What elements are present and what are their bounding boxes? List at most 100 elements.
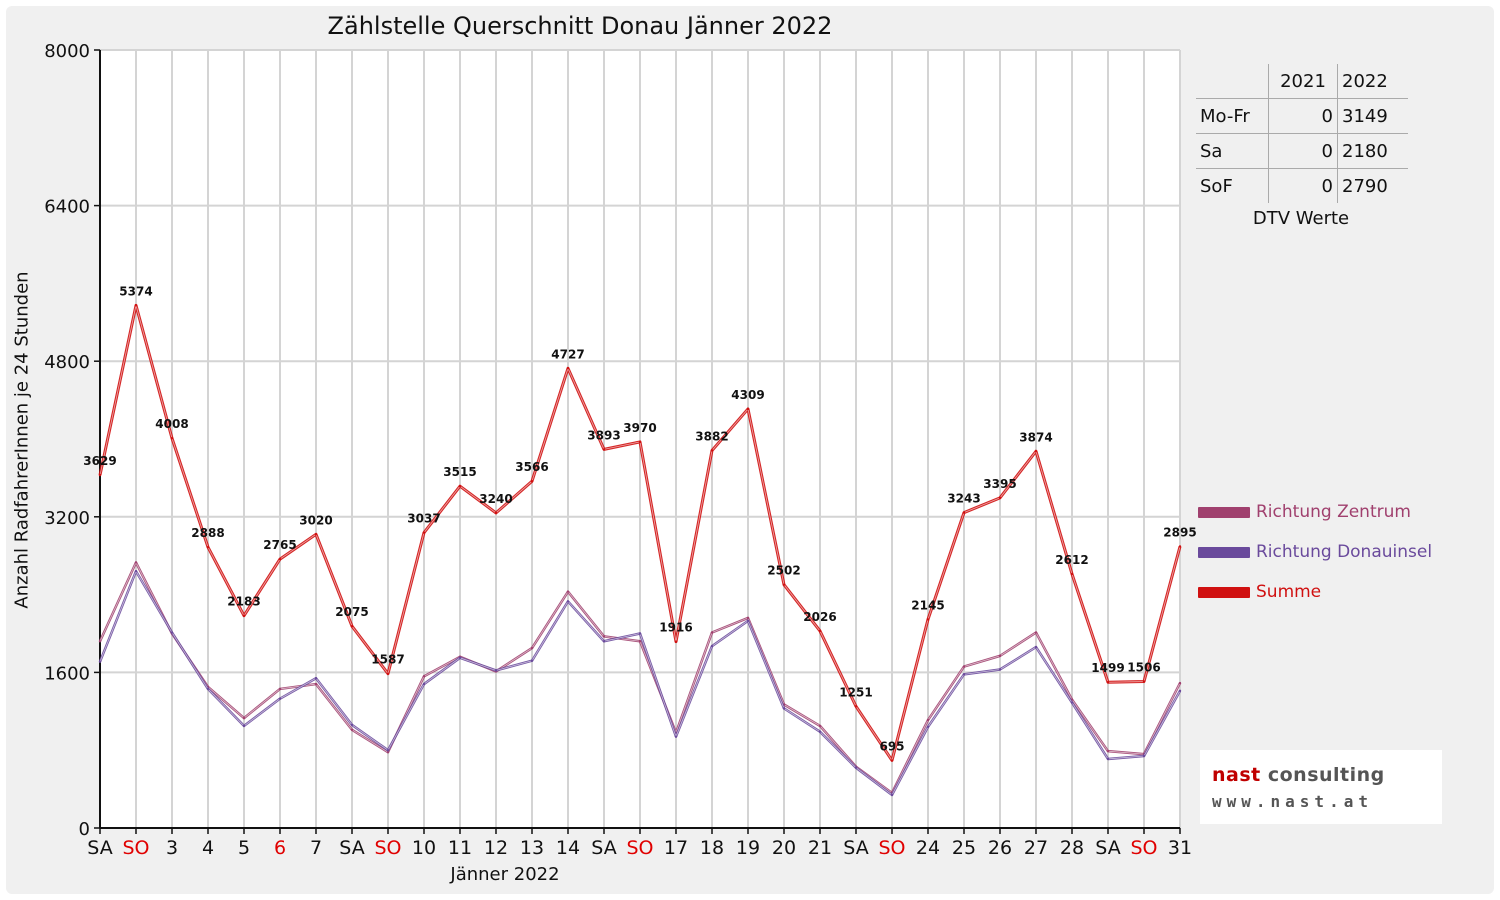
series-point (962, 665, 966, 668)
series-point (170, 631, 174, 634)
series-point (890, 793, 894, 797)
data-label: 3037 (407, 512, 440, 526)
x-tick-label: 24 (916, 837, 940, 859)
data-label: 3874 (1019, 430, 1052, 444)
x-tick-label: 27 (1024, 837, 1048, 859)
series-point (134, 570, 138, 573)
series-point (1178, 689, 1182, 693)
data-label: 2075 (335, 605, 368, 619)
dtv-header-empty (1196, 64, 1269, 99)
dtv-caption: DTV Werte (1252, 208, 1350, 229)
data-label: 3243 (947, 492, 980, 506)
x-tick-label: SO (122, 837, 149, 859)
x-tick-label: 17 (664, 837, 688, 859)
series-point (458, 484, 462, 488)
dtv-header-2021: 2021 (1268, 64, 1338, 99)
x-tick-label: 11 (448, 837, 472, 859)
series-point (782, 583, 786, 586)
series-point (386, 672, 390, 675)
x-axis-label: Jänner 2022 (450, 864, 560, 885)
series-point (638, 640, 642, 643)
series-point (602, 640, 606, 643)
series-point (674, 640, 678, 643)
x-tick-label: 13 (520, 837, 544, 859)
data-label: 2502 (767, 564, 800, 578)
series-point (242, 614, 246, 617)
series-point (710, 631, 714, 634)
data-label: 695 (879, 739, 904, 753)
series-point (134, 561, 138, 564)
chart-title: Zählstelle Querschnitt Donau Jänner 2022 (327, 12, 833, 40)
series-point (1178, 545, 1182, 548)
x-tick-label: 26 (988, 837, 1012, 859)
data-label: 3629 (83, 454, 116, 468)
data-label: 3893 (587, 428, 620, 442)
series-point (998, 654, 1002, 658)
series-point (854, 766, 858, 769)
series-point (350, 723, 354, 727)
data-label: 4008 (155, 417, 188, 431)
series-point (530, 646, 534, 650)
data-label: 2895 (1163, 525, 1196, 539)
x-tick-label: 4 (202, 837, 214, 859)
series-point (1034, 631, 1038, 634)
series-point (854, 705, 858, 708)
legend-label: Richtung Zentrum (1256, 502, 1411, 522)
data-label: 3020 (299, 513, 332, 527)
series-point (350, 728, 354, 731)
y-tick-label: 4800 (44, 352, 90, 373)
data-label: 2765 (263, 538, 296, 552)
data-label: 2183 (227, 595, 260, 609)
x-tick-label: 21 (808, 837, 832, 859)
data-label: 3970 (623, 421, 656, 435)
series-point (818, 730, 822, 733)
series-point (926, 718, 930, 722)
series-point (1178, 681, 1182, 685)
series-point (1142, 680, 1146, 683)
company-logo: nast consulting www.nast.at (1200, 750, 1442, 824)
x-tick-label: 19 (736, 837, 760, 859)
series-point (566, 590, 570, 593)
x-tick-label: 7 (310, 837, 322, 859)
x-tick-label: 12 (484, 837, 508, 859)
series-point (350, 625, 354, 628)
x-tick-label: SO (1130, 837, 1157, 859)
x-tick-label: 3 (166, 837, 178, 859)
series-point (530, 659, 534, 662)
series-point (746, 619, 750, 623)
series-point (242, 716, 246, 720)
x-tick-label: 25 (952, 837, 976, 859)
series-point (206, 545, 210, 549)
legend-item-donauinsel: Richtung Donauinsel (1198, 532, 1432, 572)
logo-name-part2: consulting (1260, 764, 1385, 786)
dtv-table: 2021 2022 Mo-Fr 0 3149 Sa 0 2180 SoF 0 2… (1196, 64, 1416, 203)
x-tick-label: 6 (274, 837, 286, 859)
series-point (314, 533, 318, 536)
series-point (242, 724, 246, 728)
x-tick-label: SO (878, 837, 905, 859)
series-point (1106, 749, 1110, 753)
data-label: 1499 (1091, 661, 1124, 675)
data-label: 4309 (731, 388, 764, 402)
x-tick-label: 18 (700, 837, 724, 859)
series-point (818, 629, 822, 633)
data-label: 1251 (839, 685, 872, 699)
y-tick-label: 3200 (44, 508, 90, 529)
x-tick-label: SA (339, 837, 364, 859)
data-label: 2888 (191, 526, 224, 540)
series-point (170, 437, 174, 440)
series-point (206, 687, 210, 691)
x-tick-label: SO (374, 837, 401, 859)
dtv-row-label: SoF (1196, 168, 1269, 203)
series-point (926, 725, 930, 729)
legend: Richtung Zentrum Richtung Donauinsel Sum… (1198, 492, 1432, 612)
y-tick-label: 0 (79, 819, 90, 840)
legend-item-zentrum: Richtung Zentrum (1198, 492, 1432, 532)
series-point (98, 640, 102, 643)
series-point (818, 724, 822, 728)
x-axis-label-wrap: Jänner 2022 (0, 864, 1500, 885)
series-point (674, 735, 678, 738)
series-point (746, 407, 750, 411)
series-point (926, 618, 930, 621)
series-point (566, 367, 570, 370)
